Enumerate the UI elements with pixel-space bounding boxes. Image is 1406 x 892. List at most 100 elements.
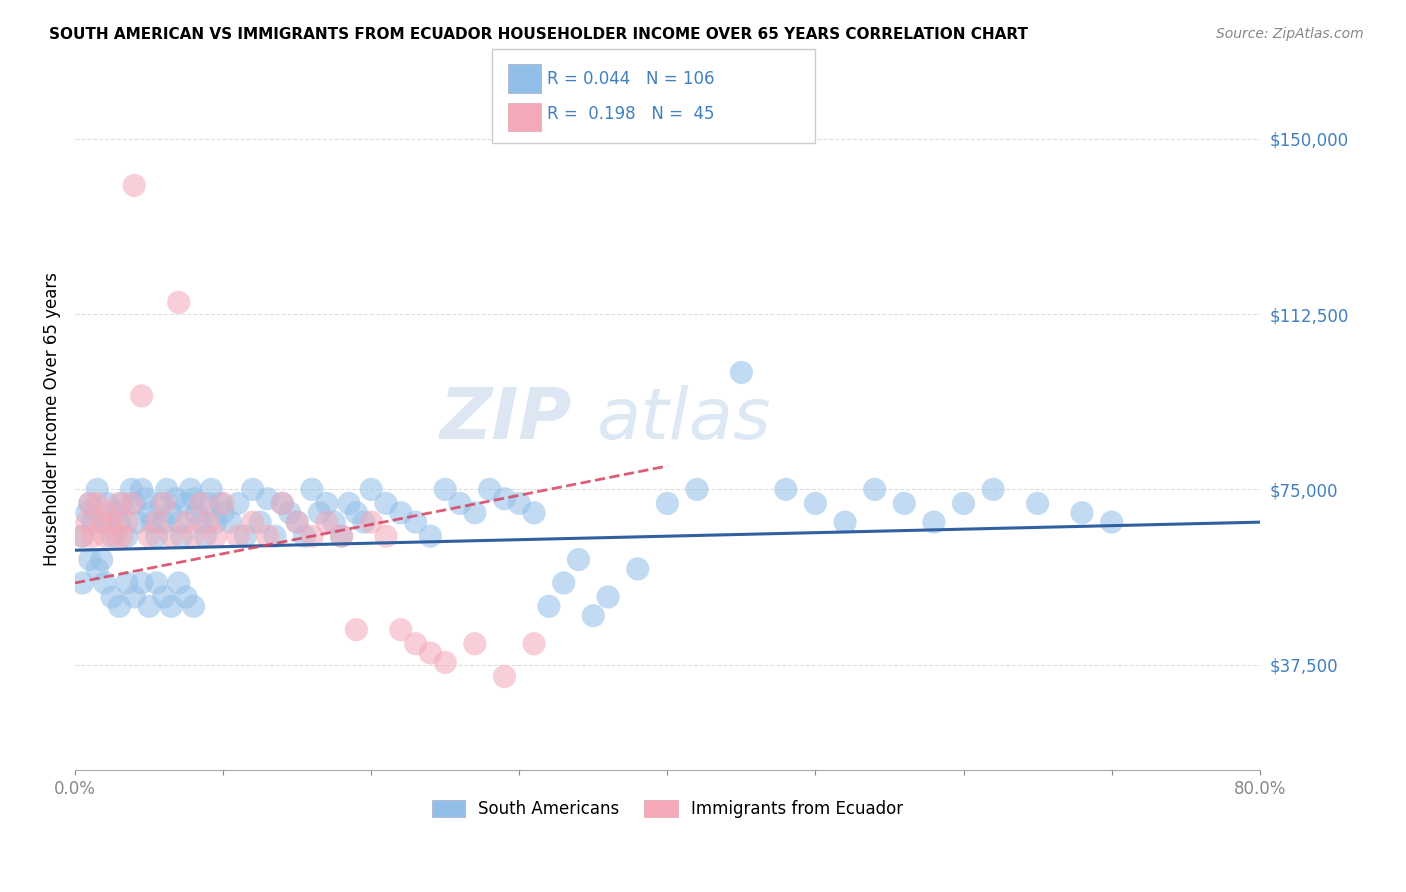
Point [76, 506, 98, 520]
Point [138, 529, 160, 543]
Point [167, 295, 190, 310]
Point [337, 496, 360, 510]
Point [249, 515, 271, 529]
Point [79, 496, 101, 510]
Text: Source: ZipAtlas.com: Source: ZipAtlas.com [1216, 27, 1364, 41]
Point [115, 529, 138, 543]
Point [657, 496, 679, 510]
Point [108, 599, 131, 614]
Point [108, 515, 131, 529]
Point [131, 389, 153, 403]
Point [952, 496, 974, 510]
Point [183, 599, 205, 614]
Point [145, 515, 167, 529]
Point [138, 506, 160, 520]
Point [111, 529, 134, 543]
Point [242, 483, 264, 497]
Point [478, 483, 501, 497]
Point [360, 515, 382, 529]
Point [197, 515, 219, 529]
Point [419, 529, 441, 543]
Point [1101, 515, 1123, 529]
Point [553, 576, 575, 591]
Point [233, 529, 256, 543]
Point [135, 491, 157, 506]
Point [120, 496, 142, 510]
Point [167, 576, 190, 591]
Point [330, 529, 353, 543]
Point [523, 637, 546, 651]
Legend: South Americans, Immigrants from Ecuador: South Americans, Immigrants from Ecuador [425, 793, 910, 825]
Point [174, 590, 197, 604]
Point [1071, 506, 1094, 520]
Point [149, 496, 172, 510]
Point [226, 496, 249, 510]
Point [105, 529, 128, 543]
Point [360, 483, 382, 497]
Text: atlas: atlas [596, 384, 770, 454]
Point [730, 366, 752, 380]
Point [190, 496, 212, 510]
Point [523, 506, 546, 520]
Point [301, 483, 323, 497]
Point [120, 483, 142, 497]
Point [375, 529, 398, 543]
Point [264, 529, 287, 543]
Point [101, 515, 124, 529]
Point [105, 506, 128, 520]
Point [90, 552, 112, 566]
Point [180, 483, 202, 497]
Point [285, 515, 308, 529]
Point [160, 599, 183, 614]
Point [434, 483, 457, 497]
Point [209, 496, 232, 510]
Point [197, 496, 219, 510]
Point [174, 515, 197, 529]
Point [212, 496, 235, 510]
Point [537, 599, 560, 614]
Point [190, 515, 212, 529]
Point [127, 515, 149, 529]
Point [82, 529, 104, 543]
Point [72, 529, 94, 543]
Point [582, 608, 605, 623]
Point [301, 529, 323, 543]
Point [1026, 496, 1049, 510]
Point [93, 576, 115, 591]
Point [271, 496, 294, 510]
Point [315, 496, 337, 510]
Point [315, 515, 337, 529]
Point [145, 576, 167, 591]
Point [464, 506, 486, 520]
Point [285, 515, 308, 529]
Point [97, 496, 120, 510]
Point [108, 496, 131, 510]
Point [122, 178, 145, 193]
Point [200, 483, 222, 497]
Point [82, 515, 104, 529]
Point [598, 590, 620, 604]
Point [278, 506, 301, 520]
Point [72, 529, 94, 543]
Point [131, 483, 153, 497]
Point [160, 529, 183, 543]
Point [122, 496, 145, 510]
Point [145, 529, 167, 543]
Point [186, 506, 208, 520]
Point [165, 491, 187, 506]
Point [115, 515, 138, 529]
Point [183, 529, 205, 543]
Point [93, 515, 115, 529]
Point [686, 483, 709, 497]
Point [330, 529, 353, 543]
Point [194, 529, 217, 543]
Point [834, 515, 856, 529]
Point [141, 515, 163, 529]
Point [93, 529, 115, 543]
Point [308, 506, 330, 520]
Point [922, 515, 945, 529]
Point [627, 562, 650, 576]
Point [256, 491, 278, 506]
Point [494, 669, 516, 683]
Point [344, 623, 367, 637]
